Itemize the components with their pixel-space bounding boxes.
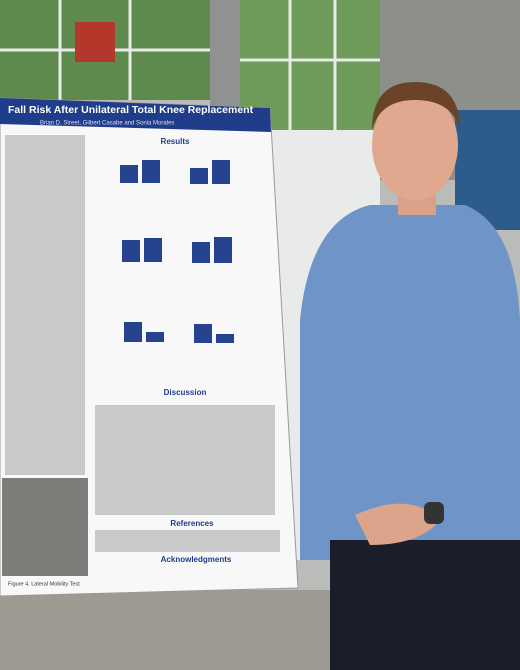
poster-title: Fall Risk After Unilateral Total Knee Re… bbox=[8, 104, 254, 116]
hair bbox=[372, 82, 460, 130]
poster-text-blocks bbox=[5, 135, 280, 552]
shirt bbox=[300, 205, 520, 560]
section-heading: Discussion bbox=[164, 388, 207, 397]
poster-photo bbox=[2, 478, 88, 576]
section-heading: References bbox=[170, 519, 214, 528]
hands bbox=[355, 503, 440, 545]
poster-charts bbox=[120, 160, 234, 343]
face bbox=[372, 90, 458, 200]
watch bbox=[424, 502, 444, 524]
figure-caption: Figure 4. Lateral Mobility Test bbox=[8, 581, 80, 587]
pants bbox=[330, 540, 520, 670]
section-heading: Acknowledgments bbox=[161, 555, 232, 564]
pillar bbox=[210, 0, 240, 110]
window-frames bbox=[0, 0, 380, 130]
poster-authors: Brian D. Street, Gilbert Casabe and Soni… bbox=[40, 121, 174, 127]
section-heading: Results bbox=[161, 137, 190, 146]
poster-header bbox=[0, 98, 271, 132]
red-sign bbox=[75, 22, 115, 62]
